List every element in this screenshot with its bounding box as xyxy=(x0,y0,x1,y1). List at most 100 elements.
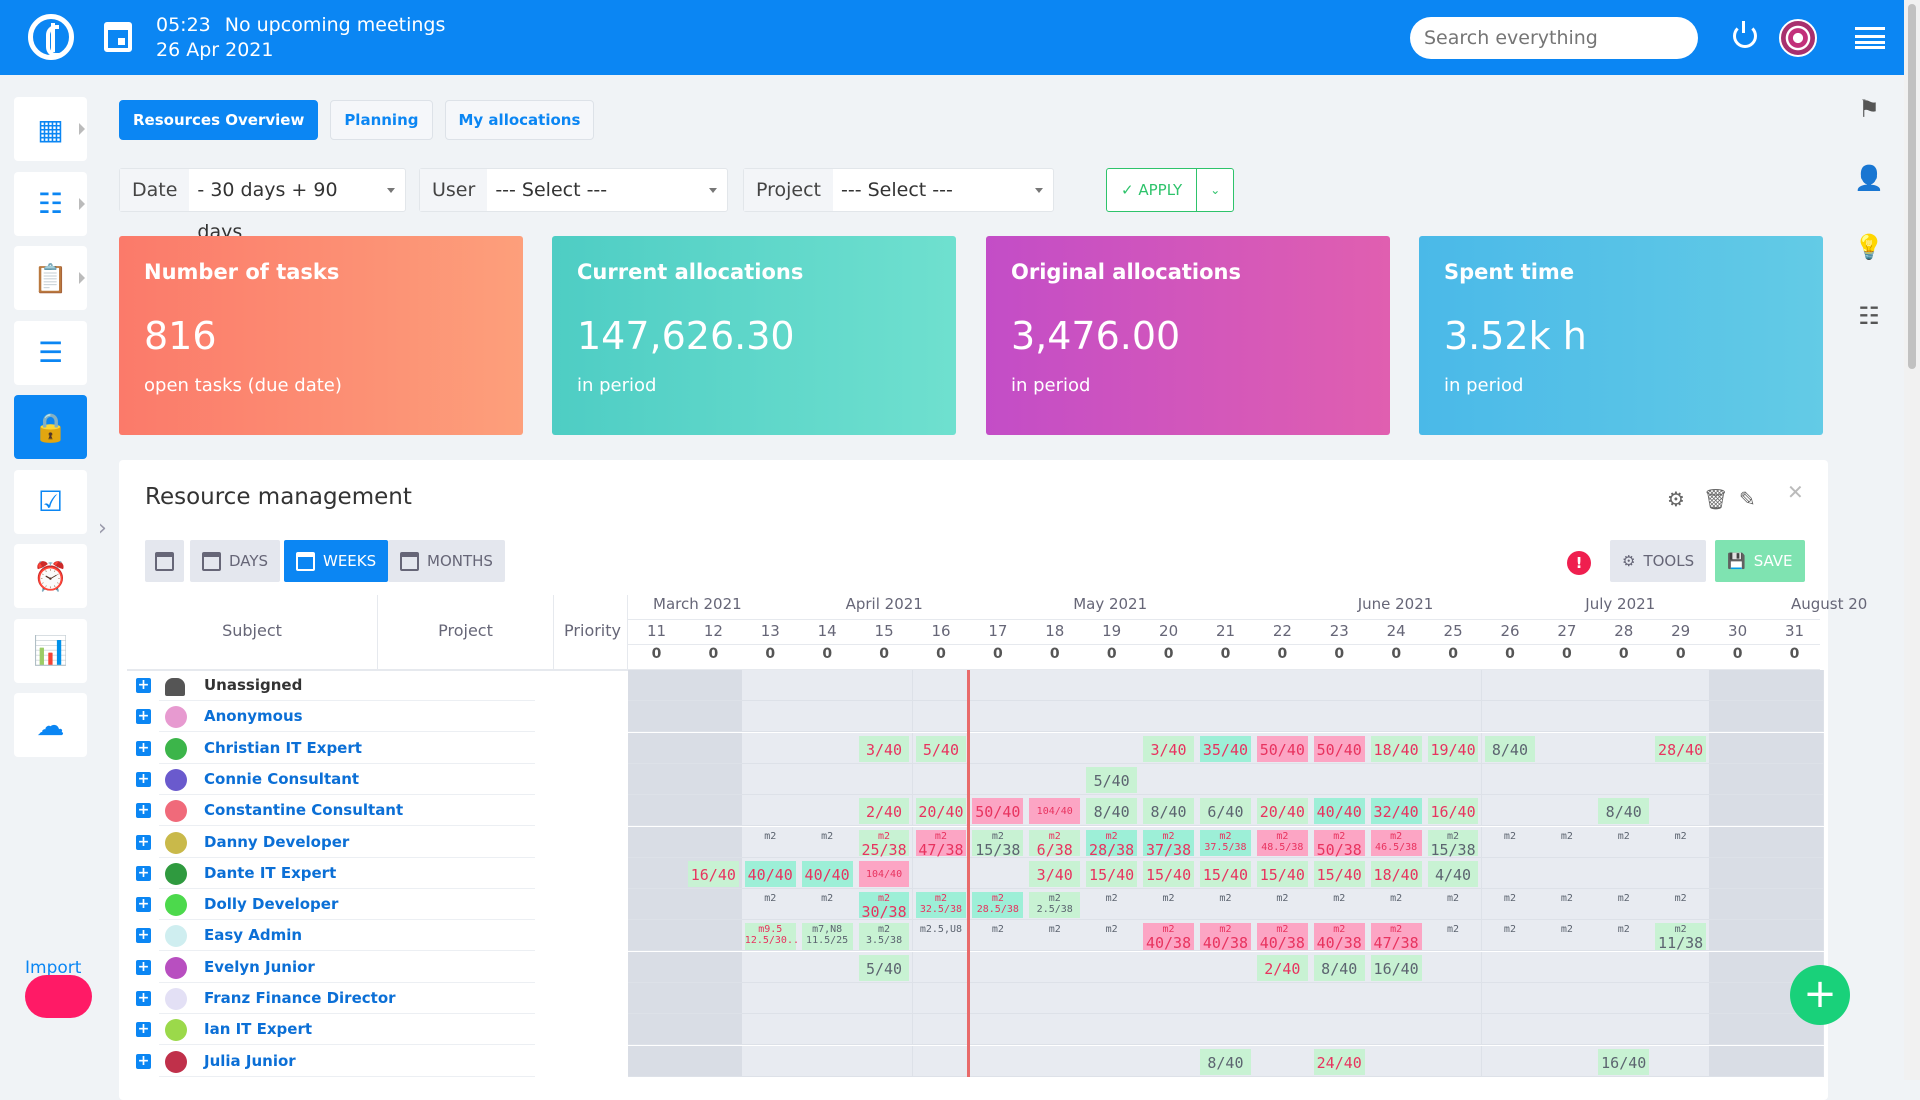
grid-cell[interactable] xyxy=(684,1014,743,1046)
allocation-cell[interactable]: m2 xyxy=(1598,923,1649,949)
grid-cell[interactable] xyxy=(969,1014,1028,1046)
allocation-cell[interactable]: 2/40 xyxy=(858,798,910,825)
allocation-cell[interactable]: 50/40 xyxy=(972,798,1024,825)
months-button[interactable]: MONTHS xyxy=(388,540,505,582)
grid-cell[interactable] xyxy=(1083,1014,1142,1046)
grid-cell[interactable] xyxy=(1709,889,1767,921)
allocation-cell[interactable]: m2 xyxy=(1086,892,1137,918)
sidebar-item[interactable]: ☑ xyxy=(14,469,87,534)
allocation-cell[interactable]: 8/40 xyxy=(1086,798,1138,825)
grid-cell[interactable] xyxy=(1595,983,1654,1014)
grid-cell[interactable] xyxy=(628,732,686,764)
allocation-cell[interactable]: 5/40 xyxy=(1086,766,1138,794)
allocation-cell[interactable]: 18/40 xyxy=(1370,860,1422,888)
grid-cell[interactable] xyxy=(1766,857,1824,889)
grid-cell[interactable] xyxy=(1709,701,1767,733)
allocation-cell[interactable]: m2 xyxy=(1598,830,1649,856)
allocation-cell[interactable]: m2 xyxy=(972,923,1023,949)
grid-cell[interactable] xyxy=(798,1045,857,1077)
lightbulb-icon[interactable]: 💡 xyxy=(1854,233,1884,261)
allocation-cell[interactable]: m2 xyxy=(1314,892,1365,918)
grid-cell[interactable] xyxy=(1595,1014,1654,1046)
grid-cell[interactable] xyxy=(1083,670,1142,701)
grid-cell[interactable] xyxy=(1424,701,1483,733)
user-name-link[interactable]: Dolly Developer xyxy=(204,895,339,914)
grid-cell[interactable] xyxy=(1709,763,1767,795)
close-icon[interactable]: ✕ xyxy=(1787,480,1804,504)
grid-cell[interactable] xyxy=(1709,1014,1767,1046)
expand-button[interactable]: + xyxy=(136,1052,151,1069)
grid-cell[interactable] xyxy=(1140,889,1198,921)
grid-cell[interactable] xyxy=(855,1045,914,1077)
chevron-right-icon[interactable] xyxy=(79,123,85,135)
allocation-cell[interactable]: 40/40 xyxy=(1313,798,1365,825)
allocation-cell[interactable]: 16/40 xyxy=(1598,1048,1650,1075)
grid-cell[interactable] xyxy=(969,763,1028,795)
grid-cell[interactable] xyxy=(1026,920,1085,952)
user-name-link[interactable]: Evelyn Junior xyxy=(204,957,315,976)
grid-cell[interactable] xyxy=(1652,670,1711,701)
grid-cell[interactable] xyxy=(1197,670,1255,701)
allocation-cell[interactable]: m2 48.5/38 xyxy=(1256,829,1308,856)
grid-cell[interactable] xyxy=(1026,763,1085,795)
edit-icon[interactable]: ✎ xyxy=(1739,487,1756,511)
sidebar-item[interactable]: ☁ xyxy=(14,693,87,757)
grid-cell[interactable] xyxy=(1709,983,1767,1014)
grid-cell[interactable] xyxy=(969,701,1028,733)
grid-cell[interactable] xyxy=(1766,1014,1824,1046)
grid-cell[interactable] xyxy=(1367,1045,1426,1077)
grid-cell[interactable] xyxy=(1538,983,1597,1014)
checklist-icon[interactable]: ☷ xyxy=(1858,302,1880,330)
grid-cell[interactable] xyxy=(1709,670,1767,701)
allocation-cell[interactable]: m2 xyxy=(1428,923,1479,949)
grid-cell[interactable] xyxy=(1652,701,1711,733)
allocation-cell[interactable]: 19/40 xyxy=(1427,735,1479,762)
allocation-cell[interactable]: m2.5,U8 xyxy=(916,923,967,949)
user-name-link[interactable]: Christian IT Expert xyxy=(204,738,362,757)
grid-cell[interactable] xyxy=(1481,795,1540,827)
grid-cell[interactable] xyxy=(1367,763,1426,795)
grid-cell[interactable] xyxy=(684,795,743,827)
expand-button[interactable]: + xyxy=(136,677,151,693)
allocation-cell[interactable]: m2 xyxy=(1541,923,1592,949)
grid-cell[interactable] xyxy=(1140,701,1198,733)
grid-cell[interactable] xyxy=(1026,1014,1085,1046)
date-select[interactable]: - 30 days + 90 days xyxy=(189,169,405,243)
grid-cell[interactable] xyxy=(1652,795,1711,827)
grid-cell[interactable] xyxy=(1766,1045,1824,1077)
grid-cell[interactable] xyxy=(628,795,686,827)
allocation-cell[interactable]: 15/40 xyxy=(1256,860,1308,888)
grid-cell[interactable] xyxy=(1253,701,1312,733)
grid-cell[interactable] xyxy=(969,670,1028,701)
grid-cell[interactable] xyxy=(969,951,1028,983)
allocation-cell[interactable]: 5/40 xyxy=(858,954,910,981)
allocation-cell[interactable]: 8/40 xyxy=(1143,798,1194,825)
allocation-cell[interactable]: m2 40/38 xyxy=(1143,923,1194,951)
allocation-cell[interactable]: m2 3.5/38 xyxy=(858,923,910,950)
grid-cell[interactable] xyxy=(1481,857,1540,889)
allocation-cell[interactable]: m2 37/38 xyxy=(1143,829,1194,857)
grid-cell[interactable] xyxy=(1367,701,1426,733)
allocation-cell[interactable]: m2 6/38 xyxy=(1029,829,1081,857)
user-name-link[interactable]: Franz Finance Director xyxy=(204,989,396,1007)
grid-cell[interactable] xyxy=(1652,857,1711,889)
grid-cell[interactable] xyxy=(1026,951,1085,983)
grid-cell[interactable] xyxy=(684,920,743,952)
grid-cell[interactable] xyxy=(912,1045,971,1077)
expand-button[interactable]: + xyxy=(136,1021,151,1038)
allocation-cell[interactable]: m2 2.5/38 xyxy=(1029,892,1081,919)
grid-cell[interactable] xyxy=(912,1014,971,1046)
grid-cell[interactable] xyxy=(628,857,686,889)
user-name-link[interactable]: Dante IT Expert xyxy=(204,863,337,882)
grid-cell[interactable] xyxy=(1766,795,1824,827)
allocation-cell[interactable]: m2 11/38 xyxy=(1655,923,1707,951)
apply-button[interactable]: ✓ APPLY xyxy=(1107,169,1198,211)
grid-cell[interactable] xyxy=(1538,732,1597,764)
grid-cell[interactable] xyxy=(741,951,800,983)
allocation-cell[interactable]: 50/40 xyxy=(1256,735,1308,762)
grid-cell[interactable] xyxy=(1766,889,1824,921)
grid-cell[interactable] xyxy=(1538,826,1597,858)
grid-cell[interactable] xyxy=(628,763,686,795)
grid-cell[interactable] xyxy=(798,889,857,921)
grid-cell[interactable] xyxy=(684,826,743,858)
